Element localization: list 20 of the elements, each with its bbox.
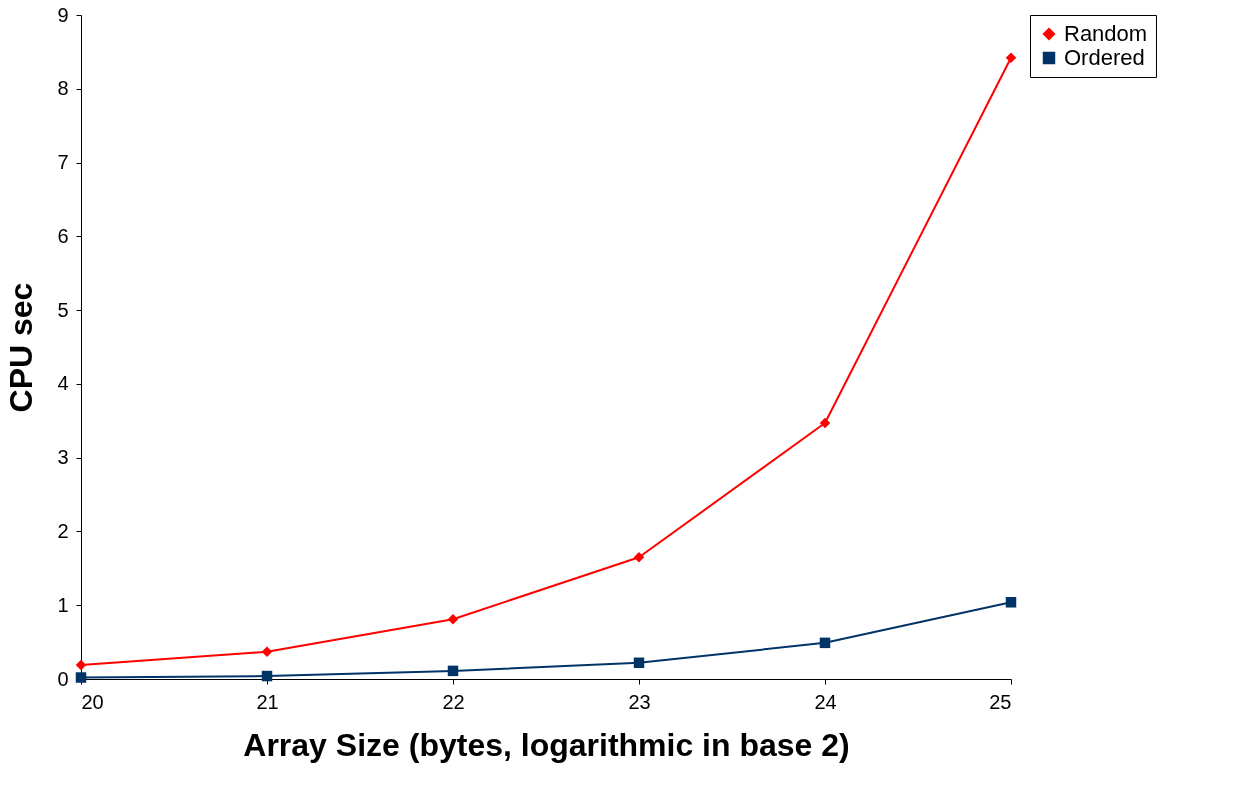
x-tick-label: 22: [442, 690, 465, 713]
y-tick-label: 4: [57, 372, 69, 395]
x-axis-title: Array Size (bytes, logarithmic in base 2): [243, 726, 850, 763]
y-tick-label: 9: [57, 3, 69, 26]
y-tick-label: 1: [57, 593, 69, 616]
legend-label: Random: [1064, 21, 1148, 46]
y-tick-label: 8: [57, 77, 69, 100]
x-tick-label: 21: [256, 690, 279, 713]
y-tick-label: 7: [57, 151, 69, 174]
legend-label: Ordered: [1064, 45, 1145, 70]
y-tick-label: 0: [57, 667, 69, 690]
x-tick-label: 25: [989, 690, 1012, 713]
y-tick-label: 5: [57, 298, 69, 321]
y-axis-title: CPU sec: [3, 282, 40, 413]
x-tick-label: 24: [814, 690, 837, 713]
y-tick-label: 6: [57, 224, 69, 247]
y-tick-label: 2: [57, 519, 69, 542]
y-tick-label: 3: [57, 446, 69, 469]
x-tick-label: 20: [81, 690, 104, 713]
x-tick-label: 23: [628, 690, 651, 713]
